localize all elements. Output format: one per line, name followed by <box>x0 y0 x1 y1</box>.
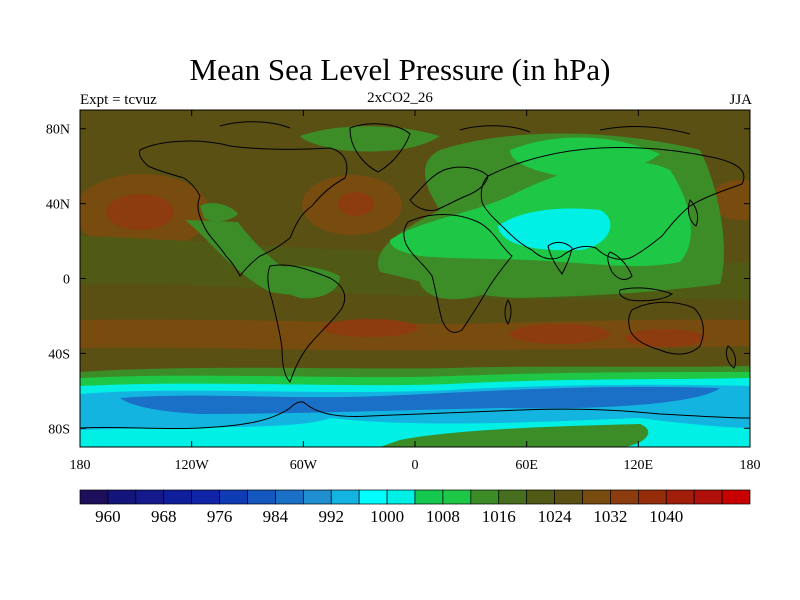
japan-coast <box>687 199 699 227</box>
colorbar-swatch <box>107 489 137 505</box>
x-tick-label: 0 <box>412 458 419 473</box>
azores-high <box>338 192 374 216</box>
colorbar-label: 1016 <box>482 507 516 526</box>
run-label: 2xCO2_26 <box>367 90 433 106</box>
new-zealand-coast <box>725 345 737 369</box>
y-tick-label: 40S <box>48 347 70 362</box>
colorbar-swatch <box>526 489 555 505</box>
pressure-field <box>80 110 750 447</box>
antarctic-green <box>380 424 649 447</box>
colorbar-swatch <box>358 489 388 505</box>
colorbar-swatch <box>442 489 472 505</box>
x-tick-label: 180 <box>70 458 91 473</box>
south-america-coast <box>267 264 346 383</box>
colorbar-label: 992 <box>319 507 345 526</box>
x-tick-label: 120E <box>624 458 654 473</box>
y-tick-label: 80S <box>48 422 70 437</box>
colorbar-label: 1032 <box>593 507 627 526</box>
colorbar-swatch <box>330 489 360 505</box>
axis-tick-labels: 80N 40N 0 40S 80S 180 120W 60W 0 60E 120E 180 <box>46 123 761 473</box>
band-blue-mid-south <box>120 386 720 414</box>
map-title: Mean Sea Level Pressure (in hPa) <box>189 52 611 87</box>
y-tick-label: 80N <box>46 123 70 138</box>
colorbar-swatch <box>191 489 220 505</box>
colorbar-swatch <box>163 489 193 505</box>
colorbar-label: 976 <box>207 507 233 526</box>
coastlines <box>80 121 750 430</box>
africa-coast <box>403 214 513 333</box>
antarctica-coast <box>80 401 750 430</box>
north-america-coast <box>139 140 348 277</box>
colorbar-label: 1000 <box>370 507 404 526</box>
colorbar-swatch <box>693 489 723 505</box>
y-tick-label: 0 <box>63 273 70 288</box>
pacific-green-patch <box>200 203 238 222</box>
south-atlantic-high <box>322 319 418 337</box>
x-tick-label: 180 <box>740 458 761 473</box>
x-tick-label: 120W <box>175 458 210 473</box>
india-coast <box>547 241 573 275</box>
southeast-asia-coast <box>607 251 633 280</box>
colorbar-swatch <box>79 489 109 505</box>
colorbar-swatch <box>721 489 751 505</box>
x-tick-label: 60E <box>515 458 538 473</box>
colorbar-swatch <box>302 489 332 505</box>
colorbar-swatch <box>219 489 248 505</box>
colorbar-swatch <box>498 489 528 505</box>
asia-coast <box>480 146 745 260</box>
colorbar-swatch <box>554 489 583 505</box>
x-tick-label: 60W <box>290 458 318 473</box>
africa-green <box>418 267 500 300</box>
colorbar-swatch <box>582 489 611 505</box>
indonesia-coast <box>619 287 674 302</box>
greenland-coast <box>349 123 411 173</box>
madagascar-coast <box>504 299 512 325</box>
colorbar: 960 968 976 984 992 1000 1008 1016 1024 1032 1040 <box>79 489 751 526</box>
colorbar-swatch <box>135 489 165 505</box>
colorbar-swatch <box>414 489 444 505</box>
season-label: JJA <box>729 92 752 108</box>
arctic-islands-coast <box>219 121 691 135</box>
y-tick-label: 40N <box>46 198 70 213</box>
axis-ticks <box>79 110 751 447</box>
colorbar-label: 1024 <box>538 507 573 526</box>
colorbar-label: 960 <box>95 507 121 526</box>
colorbar-swatch <box>386 489 416 505</box>
north-pacific-high <box>106 194 174 230</box>
colorbar-swatch <box>637 489 667 505</box>
colorbar-swatch <box>275 489 304 505</box>
colorbar-label: 1040 <box>649 507 683 526</box>
colorbar-swatch <box>610 489 639 505</box>
monsoon-low <box>498 208 611 251</box>
colorbar-label: 984 <box>263 507 289 526</box>
colorbar-swatch <box>470 489 500 505</box>
amazon-green <box>270 265 340 299</box>
colorbar-swatch <box>665 489 695 505</box>
australia-high <box>625 329 705 347</box>
colorbar-label: 1008 <box>426 507 460 526</box>
east-pacific-brown <box>710 180 750 220</box>
colorbar-label: 968 <box>151 507 177 526</box>
indian-ocean-high <box>510 324 610 344</box>
australia-coast <box>628 301 704 355</box>
experiment-label: Expt = tcvuz <box>80 92 157 108</box>
colorbar-swatch <box>247 489 276 505</box>
europe-coast <box>409 166 489 211</box>
